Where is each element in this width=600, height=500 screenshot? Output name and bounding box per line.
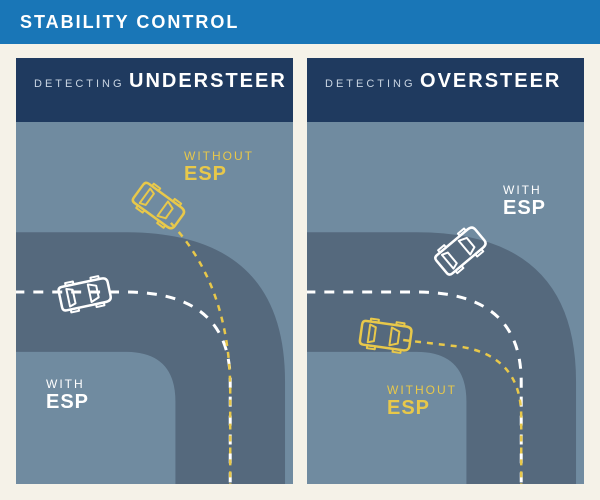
road-shape [307, 232, 576, 484]
stability-control-infographic: STABILITY CONTROL DETECTING UNDERSTEER W… [0, 0, 600, 500]
title-bar: STABILITY CONTROL [0, 0, 600, 44]
label-esp: ESP [503, 197, 546, 219]
panel-header-understeer: DETECTING UNDERSTEER [16, 58, 293, 122]
panel-header-oversteer: DETECTING OVERSTEER [307, 58, 584, 122]
label-small: WITH [46, 378, 89, 391]
detecting-label: DETECTING [325, 78, 416, 90]
with-esp-label: WITH ESP [503, 184, 546, 219]
without-esp-label: WITHOUT ESP [387, 384, 457, 419]
label-esp: ESP [184, 163, 254, 185]
detecting-label: DETECTING [34, 78, 125, 90]
panel-oversteer: DETECTING OVERSTEER WITH ESP WITHOUT ESP [307, 58, 584, 484]
label-esp: ESP [387, 397, 457, 419]
oversteer-scene [307, 122, 584, 484]
panel-understeer: DETECTING UNDERSTEER WITHOUT ESP WITH ES… [16, 58, 293, 484]
with-esp-label: WITH ESP [46, 378, 89, 413]
title-text: STABILITY CONTROL [20, 12, 239, 33]
without-esp-label: WITHOUT ESP [184, 150, 254, 185]
label-small: WITH [503, 184, 546, 197]
panel-title: UNDERSTEER [129, 70, 287, 92]
label-small: WITHOUT [387, 384, 457, 397]
label-small: WITHOUT [184, 150, 254, 163]
panel-title: OVERSTEER [420, 70, 561, 92]
road-shape [16, 232, 285, 484]
label-esp: ESP [46, 391, 89, 413]
car-without-esp-icon [130, 179, 188, 232]
panels-row: DETECTING UNDERSTEER WITHOUT ESP WITH ES… [16, 58, 584, 484]
